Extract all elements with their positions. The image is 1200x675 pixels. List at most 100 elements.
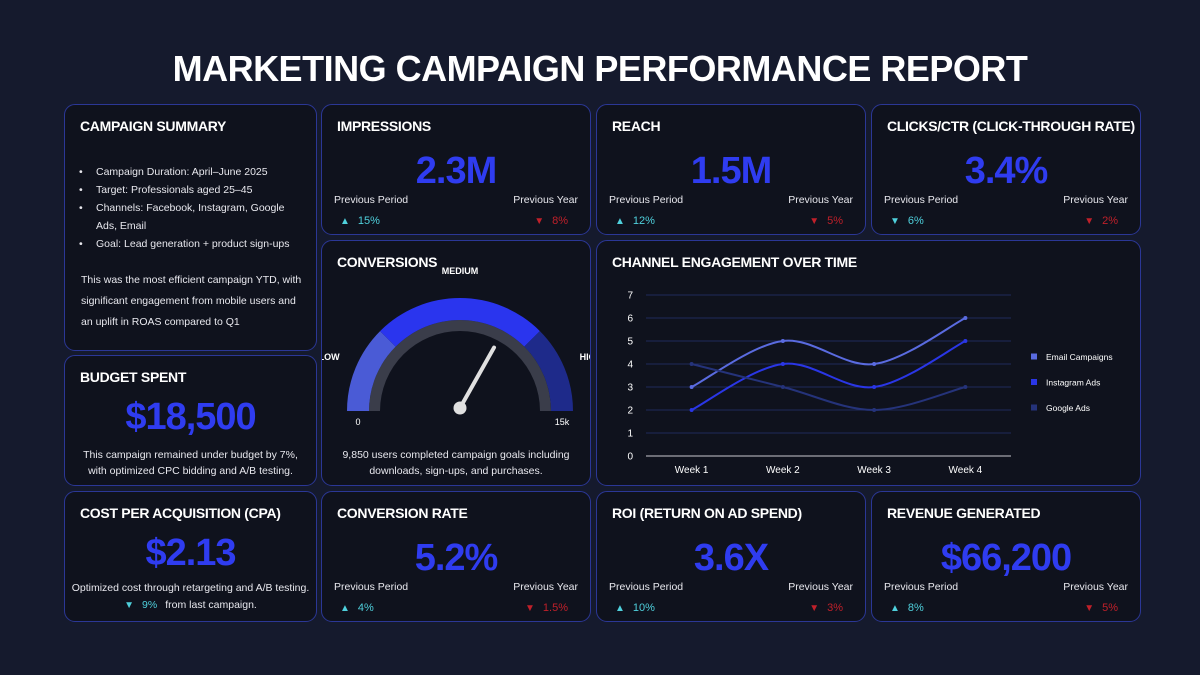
change: ▼ 2% (1084, 211, 1118, 229)
gauge-tick-label: 15k (555, 417, 570, 427)
comparison-label: Previous Period (609, 581, 684, 593)
comparison-label: Previous Period (884, 581, 959, 593)
point (689, 408, 694, 412)
trend-arrow: ▲ (340, 216, 350, 227)
bullet-text: Channels: Facebook, Instagram, Google Ad… (96, 202, 285, 232)
change-value: 9% (142, 599, 158, 611)
card-title: COST PER ACQUISITION (CPA) (80, 505, 281, 521)
big-value: $18,500 (125, 396, 256, 438)
change: ▼ 5% (809, 211, 843, 229)
comparison-label: Previous Year (513, 581, 578, 593)
big-value: 5.2% (414, 537, 499, 579)
trend-arrow: ▼ (124, 600, 135, 611)
series-line (691, 340, 966, 411)
metric-card: ROI (RETURN ON AD SPEND) 3.6X Previous Per… (596, 491, 866, 622)
metric-card: CONVERSION RATE 5.2% Previous Period ▲ 4% Pre… (321, 491, 591, 622)
bullet-dot: • (79, 202, 83, 214)
change: ▲ 10% (615, 598, 655, 616)
comparison-label: Previous Year (788, 194, 853, 206)
comparison-label: Previous Period (884, 194, 959, 206)
legend-swatch (1031, 404, 1037, 411)
chart-card: CHANNEL ENGAGEMENT OVER TIME 0 1 2 3 4 5 6 7 Week… (596, 240, 1141, 486)
change-text: from last campaign. (165, 599, 257, 611)
y-tick-label: 4 (627, 360, 633, 371)
cpa-change: ▼ 9% from last campaign. (65, 599, 316, 611)
y-tick-label: 3 (627, 383, 633, 394)
legend-swatch (1031, 353, 1037, 360)
bullet-text: Target: Professionals aged 25–45 (96, 184, 253, 196)
card-title: BUDGET SPENT (80, 369, 187, 385)
metric-card: REACH 1.5M Previous Period ▲ 12% Previous Yea… (596, 104, 866, 235)
conversions-card: CONVERSIONS 9,850 users completed campaig… (321, 240, 591, 486)
trend-arrow: ▼ (1084, 603, 1095, 614)
point (963, 339, 968, 343)
cpa-card: COST PER ACQUISITION (CPA) $2.13 Optimized… (64, 491, 317, 622)
comparison-label: Previous Year (1063, 581, 1128, 593)
change: ▲ 15% (340, 211, 380, 229)
legend-label: Google Ads (1046, 403, 1090, 413)
trend-arrow: ▼ (534, 216, 545, 227)
gauge-hub (453, 401, 467, 415)
legend-swatch (1031, 379, 1037, 385)
comparison-label: Previous Year (788, 581, 853, 593)
point (872, 362, 877, 366)
change-value: 8% (552, 215, 568, 227)
series-line (691, 363, 966, 412)
page-title: MARKETING CAMPAIGN PERFORMANCE REPORT (172, 48, 1028, 89)
card-title: IMPRESSIONS (337, 118, 431, 134)
legend-label: Email Campaigns (1046, 352, 1113, 362)
x-tick-label: Week 3 (857, 465, 891, 476)
bullet-dot: • (79, 238, 83, 250)
change-value: 8% (907, 602, 924, 614)
gauge-zone (347, 331, 396, 411)
big-value: 3.4% (964, 150, 1049, 192)
conversions-note: 9,850 users completed campaign goals inc… (342, 449, 570, 477)
card-title: REVENUE GENERATED (887, 505, 1041, 521)
card-title: CONVERSIONS (337, 254, 438, 270)
comparison-label: Previous Period (334, 581, 409, 593)
bullet-text: Campaign Duration: April–June 2025 (96, 166, 268, 178)
gauge: LOW MEDIUM HIGH 0 15k (322, 266, 590, 427)
bullet: • Target: Professionals aged 25–45 (79, 181, 299, 199)
y-tick-label: 6 (627, 314, 633, 325)
comparison-label: Previous Year (513, 194, 578, 206)
change: ▼ 1.5% (525, 598, 568, 616)
bullet-text: Goal: Lead generation + product sign-ups (96, 238, 290, 250)
zone-label: MEDIUM (442, 266, 479, 276)
point (872, 408, 877, 412)
change: ▼ 6% (890, 211, 924, 229)
budget-card: BUDGET SPENT $18,500 This campaign remaine… (64, 355, 317, 486)
change: ▲ 8% (890, 598, 924, 616)
change-value: 10% (632, 602, 655, 614)
change: ▼ 3% (809, 598, 843, 616)
x-tick-label: Week 1 (675, 465, 709, 476)
trend-arrow: ▼ (809, 216, 820, 227)
card-title: CLICKS/CTR (CLICK-THROUGH RATE) (887, 118, 1135, 134)
summary-card: CAMPAIGN SUMMARY • Campaign Duration: Apri… (64, 104, 317, 351)
change-value: 2% (1102, 215, 1118, 227)
trend-arrow: ▼ (525, 603, 535, 614)
point (780, 385, 785, 389)
bullet: • Channels: Facebook, Instagram, Google A… (79, 199, 299, 235)
zone-label: HIGH (580, 352, 590, 362)
card-title: CHANNEL ENGAGEMENT OVER TIME (612, 254, 857, 270)
bullet-dot: • (79, 184, 83, 196)
change-value: 6% (907, 215, 924, 227)
change-value: 1.5% (542, 602, 568, 614)
card-title: CONVERSION RATE (337, 505, 468, 521)
zone-label: LOW (322, 352, 340, 362)
gauge-tick-label: 0 (355, 417, 360, 427)
gauge-zone (380, 298, 540, 347)
metric-card: REVENUE GENERATED $66,200 Previous Period ▲… (871, 491, 1141, 622)
change: ▲ 4% (340, 598, 374, 616)
change-value: 15% (357, 215, 380, 227)
summary-paragraph: This was the most efficient campaign YTD… (81, 274, 302, 328)
point (872, 385, 877, 389)
change-value: 5% (827, 215, 843, 227)
change: ▲ 12% (615, 211, 655, 229)
point (689, 362, 694, 366)
y-tick-label: 5 (627, 337, 633, 348)
bullets: • Campaign Duration: April–June 2025 • Targ… (79, 163, 299, 253)
comparison-label: Previous Year (1063, 194, 1128, 206)
